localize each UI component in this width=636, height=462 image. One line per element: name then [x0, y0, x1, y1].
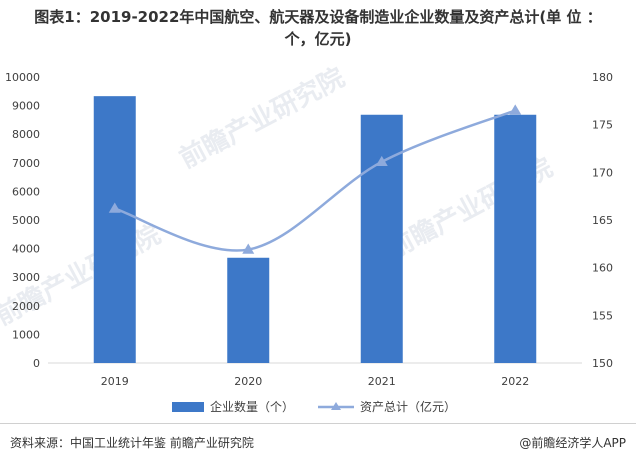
y-left-tick-label: 6000: [12, 185, 40, 198]
line-point: [375, 155, 388, 167]
y-left-tick-label: 8000: [12, 128, 40, 141]
y-left-tick-label: 1000: [12, 328, 40, 341]
y-left-tick-label: 2000: [12, 300, 40, 313]
footer: 资料来源：中国工业统计年鉴 前瞻产业研究院 @前瞻经济学人APP: [0, 423, 636, 462]
legend-label: 资产总计（亿元）: [360, 399, 456, 414]
y-left-tick-label: 5000: [12, 214, 40, 227]
x-tick-label: 2022: [501, 375, 529, 388]
y-right-tick-label: 150: [592, 357, 613, 370]
bar: [494, 114, 537, 363]
y-right-tick-label: 175: [592, 119, 613, 132]
chart-title-line2: 个，亿元): [284, 30, 352, 48]
bar: [93, 96, 136, 364]
chart: 0 1000 2000 3000 4000 5000 6000 7000 8000 9000 100…: [5, 71, 613, 414]
y-left-tick-label: 3000: [12, 271, 40, 284]
y-left-tick-label: 7000: [12, 157, 40, 170]
x-tick-label: 2021: [368, 375, 396, 388]
legend-label: 企业数量（个）: [210, 399, 294, 414]
x-tick-label: 2020: [234, 375, 262, 388]
bar: [360, 114, 403, 363]
x-tick-label: 2019: [101, 375, 129, 388]
y-right-tick-label: 180: [592, 71, 613, 84]
y-right-tick-label: 170: [592, 166, 613, 179]
source-note: 资料来源：中国工业统计年鉴 前瞻产业研究院: [10, 436, 254, 450]
y-right-tick-label: 155: [592, 309, 613, 322]
y-right-tick-label: 165: [592, 214, 613, 227]
line-point: [108, 202, 121, 213]
legend-swatch-bar: [172, 402, 204, 412]
brand-credit: @前瞻经济学人APP: [519, 436, 626, 450]
line-point: [242, 243, 255, 254]
y-left-tick-label: 4000: [12, 243, 40, 256]
y-left-tick-label: 9000: [12, 100, 40, 113]
y-left-tick-label: 0: [33, 357, 40, 370]
legend-swatch-marker: [331, 402, 341, 410]
series-line: [114, 109, 516, 252]
y-left-tick-label: 10000: [5, 71, 40, 84]
bar: [227, 257, 270, 363]
line-point: [509, 104, 522, 115]
chart-title: 图表1：2019-2022年中国航空、航天器及设备制造业企业数量及资产总计(单 …: [8, 6, 628, 50]
chart-title-line1: 图表1：2019-2022年中国航空、航天器及设备制造业企业数量及资产总计(单 …: [34, 8, 602, 26]
y-right-tick-label: 160: [592, 262, 613, 275]
